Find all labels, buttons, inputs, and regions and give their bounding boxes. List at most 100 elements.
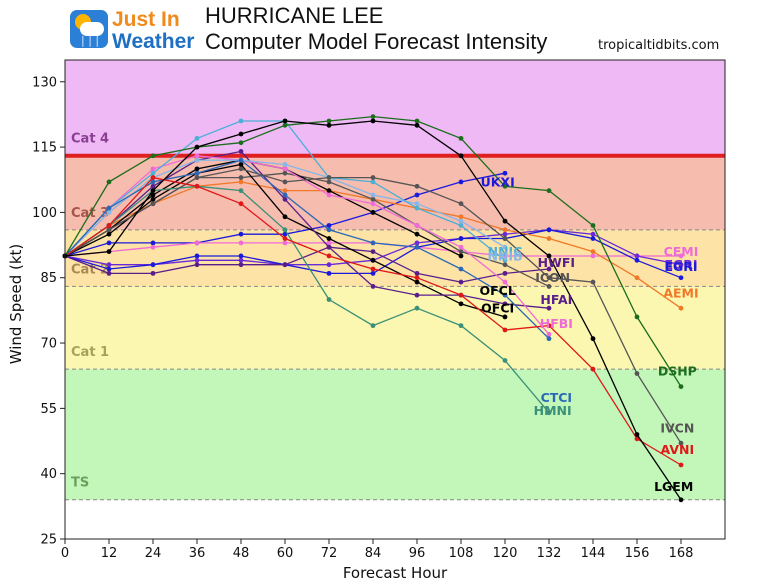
series-point-18-5 (282, 118, 288, 124)
series-point-15-5 (282, 122, 288, 128)
series-point-16-12 (590, 279, 596, 285)
series-point-10-7 (370, 201, 376, 207)
x-tick-label-14: 168 (669, 546, 694, 561)
series-point-0-2 (150, 240, 156, 246)
series-point-15-2 (150, 153, 156, 159)
series-point-11-3 (194, 157, 200, 163)
series-point-14-8 (414, 305, 420, 311)
series-point-4-5 (282, 188, 288, 194)
series-point-13-5 (282, 192, 288, 198)
logo: | | | Just In Weather (70, 8, 200, 54)
series-point-1-4 (238, 240, 244, 246)
model-label-9: CTCI (541, 390, 573, 405)
series-point-3-6 (326, 270, 332, 276)
series-point-5-5 (282, 262, 288, 268)
x-tick-label-1: 12 (101, 546, 118, 561)
weather-logo-icon: | | | (70, 10, 108, 48)
series-point-18-4 (238, 131, 244, 137)
band-label-0: TS (71, 476, 89, 491)
chart-subtitle: Computer Model Forecast Intensity (205, 29, 548, 54)
series-point-16-6 (326, 175, 332, 180)
series-point-16-14 (678, 440, 684, 446)
axes: 0 12 24 36 48 60 72 84 96 108 120 132 144 156 168 25 40 5… (32, 59, 726, 561)
series-point-18-7 (370, 118, 376, 124)
series-point-6-7 (370, 196, 376, 202)
series-point-16-7 (370, 175, 376, 180)
series-point-11-8 (414, 201, 420, 207)
series-point-9-5 (282, 196, 288, 202)
y-tick-label-3: 70 (40, 337, 57, 352)
model-label-7: OFCI (481, 301, 514, 316)
series-point-16-11 (546, 275, 552, 281)
series-point-5-10 (502, 270, 508, 276)
series-point-15-7 (370, 114, 376, 120)
series-line-5 (64, 246, 550, 283)
series-point-14-11 (546, 410, 552, 416)
series-point-12-9 (458, 223, 464, 228)
series-point-5-8 (414, 270, 420, 276)
series-point-17-11 (546, 323, 552, 329)
y-tick-label-1: 40 (40, 467, 57, 482)
series-point-17-3 (194, 183, 200, 189)
model-label-0: UKXI (481, 174, 515, 189)
series-point-18-6 (326, 122, 332, 128)
series-point-15-9 (458, 135, 464, 141)
series-point-9-7 (370, 284, 376, 289)
series-line-10 (64, 155, 550, 335)
series-line-14 (64, 185, 550, 414)
series-point-17-7 (370, 266, 376, 272)
series-point-14-4 (238, 188, 244, 194)
series-point-10-8 (414, 223, 420, 228)
x-tick-label-10: 120 (493, 546, 518, 561)
series-point-12-3 (194, 135, 200, 141)
series-point-15-12 (590, 223, 596, 228)
series-point-8-8 (414, 279, 420, 285)
series-point-12-8 (414, 205, 420, 211)
series-point-14-7 (370, 323, 376, 329)
model-label-1: NNIC (488, 244, 523, 259)
model-label-10: HMNI (534, 403, 572, 418)
series-point-8-1 (106, 231, 112, 237)
x-tick-label-6: 72 (321, 546, 338, 561)
series-point-5-2 (150, 270, 156, 276)
series-point-18-9 (458, 153, 464, 159)
band-2 (65, 229, 725, 287)
series-point-0-10 (502, 170, 508, 176)
series-point-18-2 (150, 188, 156, 194)
series-point-14-9 (458, 323, 464, 329)
series-point-8-2 (150, 196, 156, 202)
series-point-2-1 (106, 262, 112, 268)
series-point-1-10 (502, 253, 508, 259)
series-point-4-14 (678, 305, 684, 311)
series-point-12-4 (238, 118, 244, 124)
series-point-16-10 (502, 236, 508, 241)
band-4 (65, 60, 725, 156)
series-point-0-6 (326, 223, 332, 228)
y-axis-label: Wind Speed (kt) (7, 244, 25, 365)
series-point-17-1 (106, 223, 112, 228)
series-point-18-12 (590, 336, 596, 342)
series-point-16-8 (414, 183, 420, 189)
series-point-16-13 (634, 371, 640, 376)
series-point-15-6 (326, 118, 332, 124)
series-point-7-6 (326, 188, 332, 194)
series-point-16-5 (282, 179, 288, 185)
series-point-17-9 (458, 292, 464, 298)
series-point-18-14 (678, 497, 684, 503)
series-point-18-1 (106, 249, 112, 255)
series-point-4-11 (546, 236, 552, 241)
model-label-14: AEMI (663, 285, 698, 300)
series-point-16-4 (238, 166, 244, 172)
series-point-10-9 (458, 244, 464, 250)
series-point-13-9 (458, 266, 464, 272)
x-tick-label-0: 0 (61, 546, 69, 561)
series-point-5-3 (194, 262, 200, 268)
series-point-11-5 (282, 162, 288, 167)
series-point-10-3 (194, 153, 200, 159)
series-point-1-12 (590, 253, 596, 259)
x-tick-label-11: 132 (537, 546, 562, 561)
series-point-1-6 (326, 240, 332, 246)
series-point-14-10 (502, 358, 508, 363)
series-point-13-8 (414, 244, 420, 250)
